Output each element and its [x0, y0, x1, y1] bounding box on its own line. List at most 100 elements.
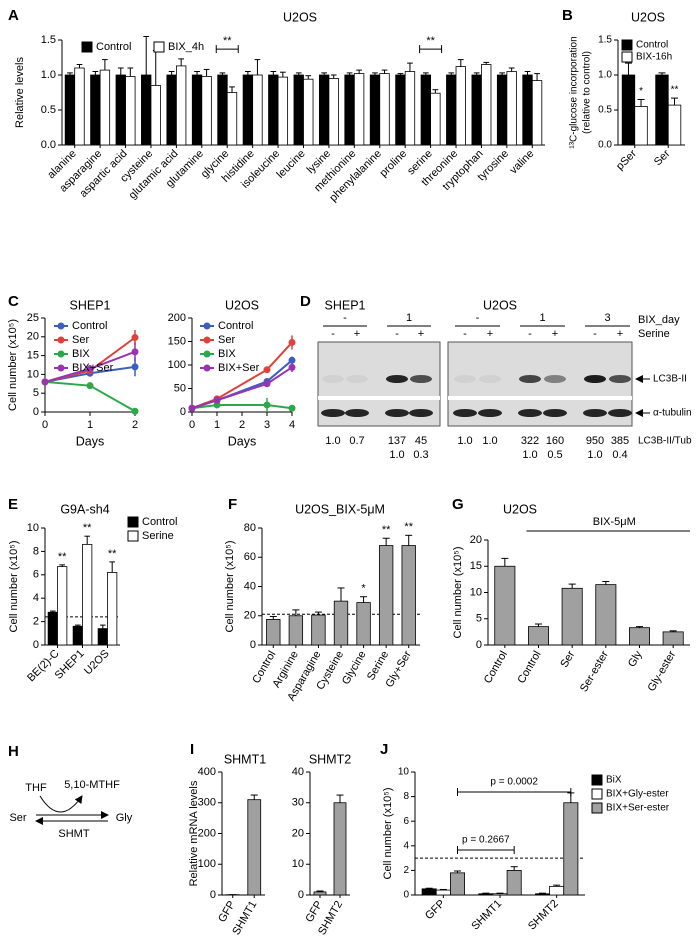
y-axis-label: Cell number (x10⁵) [452, 547, 464, 639]
bar [471, 74, 482, 146]
legend-marker [57, 322, 65, 330]
bar [549, 885, 565, 896]
annotation: ** [58, 551, 67, 563]
annotation: ** [223, 35, 232, 47]
bar [561, 587, 583, 646]
band [609, 375, 631, 383]
x-tick-label: Gly-ester [646, 649, 679, 694]
y-tick-label: 10 [470, 586, 482, 598]
error-bar [658, 72, 666, 75]
error-bar [482, 892, 490, 894]
bar [175, 65, 187, 146]
panel-letter: F [228, 496, 237, 513]
bar [478, 893, 494, 896]
bar [667, 104, 682, 146]
ratio: 1.0 [457, 435, 472, 447]
bar [303, 78, 314, 146]
serine-sign: + [487, 328, 493, 340]
y-tick-label: 200 [168, 312, 186, 324]
legend-swatch [621, 39, 633, 51]
error-bar [67, 72, 73, 75]
legend-marker [203, 364, 211, 372]
serine-sign: + [354, 328, 360, 340]
band [608, 409, 632, 417]
error-bar [448, 72, 455, 75]
point [131, 363, 139, 371]
legend-label: BiX [606, 775, 622, 786]
legend-label: Ser [218, 334, 235, 346]
y-tick-label: 20 [27, 331, 39, 343]
annotation: ** [404, 521, 413, 533]
error-bar [203, 68, 210, 77]
bar [268, 74, 279, 146]
error-bar [602, 580, 610, 585]
bar [446, 74, 457, 146]
y-tick-label: 0 [33, 639, 39, 651]
bar [563, 802, 579, 896]
error-bar [250, 794, 258, 800]
legend-label: BIX [218, 348, 236, 360]
blot-title: U2OS [483, 298, 517, 312]
y-tick-label: 0 [476, 639, 482, 651]
chart-title: U2OS_BIX-5μM [295, 502, 385, 516]
y-tick-label: 10 [27, 522, 39, 534]
error-bar [534, 73, 540, 81]
bar [82, 543, 93, 646]
ratio: 1.0 [325, 435, 340, 447]
y-tick-label: 50 [174, 382, 186, 394]
x-tick-label: 4 [289, 419, 295, 431]
bar [125, 76, 136, 146]
panel-letter: C [8, 293, 19, 310]
error-bar [270, 71, 277, 75]
annotation: BIX-5μM [593, 516, 636, 528]
bar [528, 626, 550, 646]
band [409, 409, 433, 417]
ratio: 1.0 [522, 449, 537, 461]
node: 5,10-MTHF [64, 779, 120, 791]
node: Gly [116, 812, 133, 824]
bar [226, 92, 238, 146]
error-bar [568, 583, 576, 589]
bar [47, 611, 58, 646]
bar [421, 888, 437, 896]
error-bar [624, 62, 632, 75]
error-bar [178, 58, 185, 66]
x-tick-label: Control [482, 649, 510, 686]
ratio: 950 [586, 435, 604, 447]
bar [333, 600, 349, 646]
bar [378, 545, 394, 646]
chart-title: SHMT1 [224, 752, 266, 766]
bar [99, 69, 111, 146]
bar [662, 631, 684, 646]
diagram: H THF 5,10-MTHF Ser Gly SHMT [8, 743, 133, 840]
y-tick-label: 20 [244, 610, 256, 622]
bar [435, 889, 451, 896]
error-bar [372, 72, 378, 75]
legend-swatch [153, 41, 165, 53]
bix-day: 1 [406, 312, 412, 324]
point [288, 404, 296, 412]
y-tick-label: 15 [27, 350, 39, 362]
bar [247, 799, 262, 896]
error-bar [457, 59, 464, 67]
band [386, 375, 408, 383]
y-axis-label: Cell number (x10⁵) [7, 319, 19, 411]
bar [492, 893, 508, 896]
error-bar [254, 59, 261, 75]
error-bar [305, 75, 312, 80]
point [288, 363, 296, 371]
band [454, 375, 476, 383]
y-tick-label: 4 [403, 840, 409, 851]
band [345, 409, 369, 417]
legend-label: Control [218, 320, 253, 332]
error-bar [432, 89, 439, 94]
y-tick-label: 0 [33, 406, 39, 418]
bar [621, 74, 636, 146]
error-bar [501, 557, 509, 567]
legend-swatch [127, 516, 139, 528]
ratio: 160 [546, 435, 564, 447]
row-label: BIX_day [638, 314, 680, 326]
bar [506, 870, 522, 896]
ratio: 137 [388, 435, 406, 447]
error-bar [279, 71, 286, 78]
